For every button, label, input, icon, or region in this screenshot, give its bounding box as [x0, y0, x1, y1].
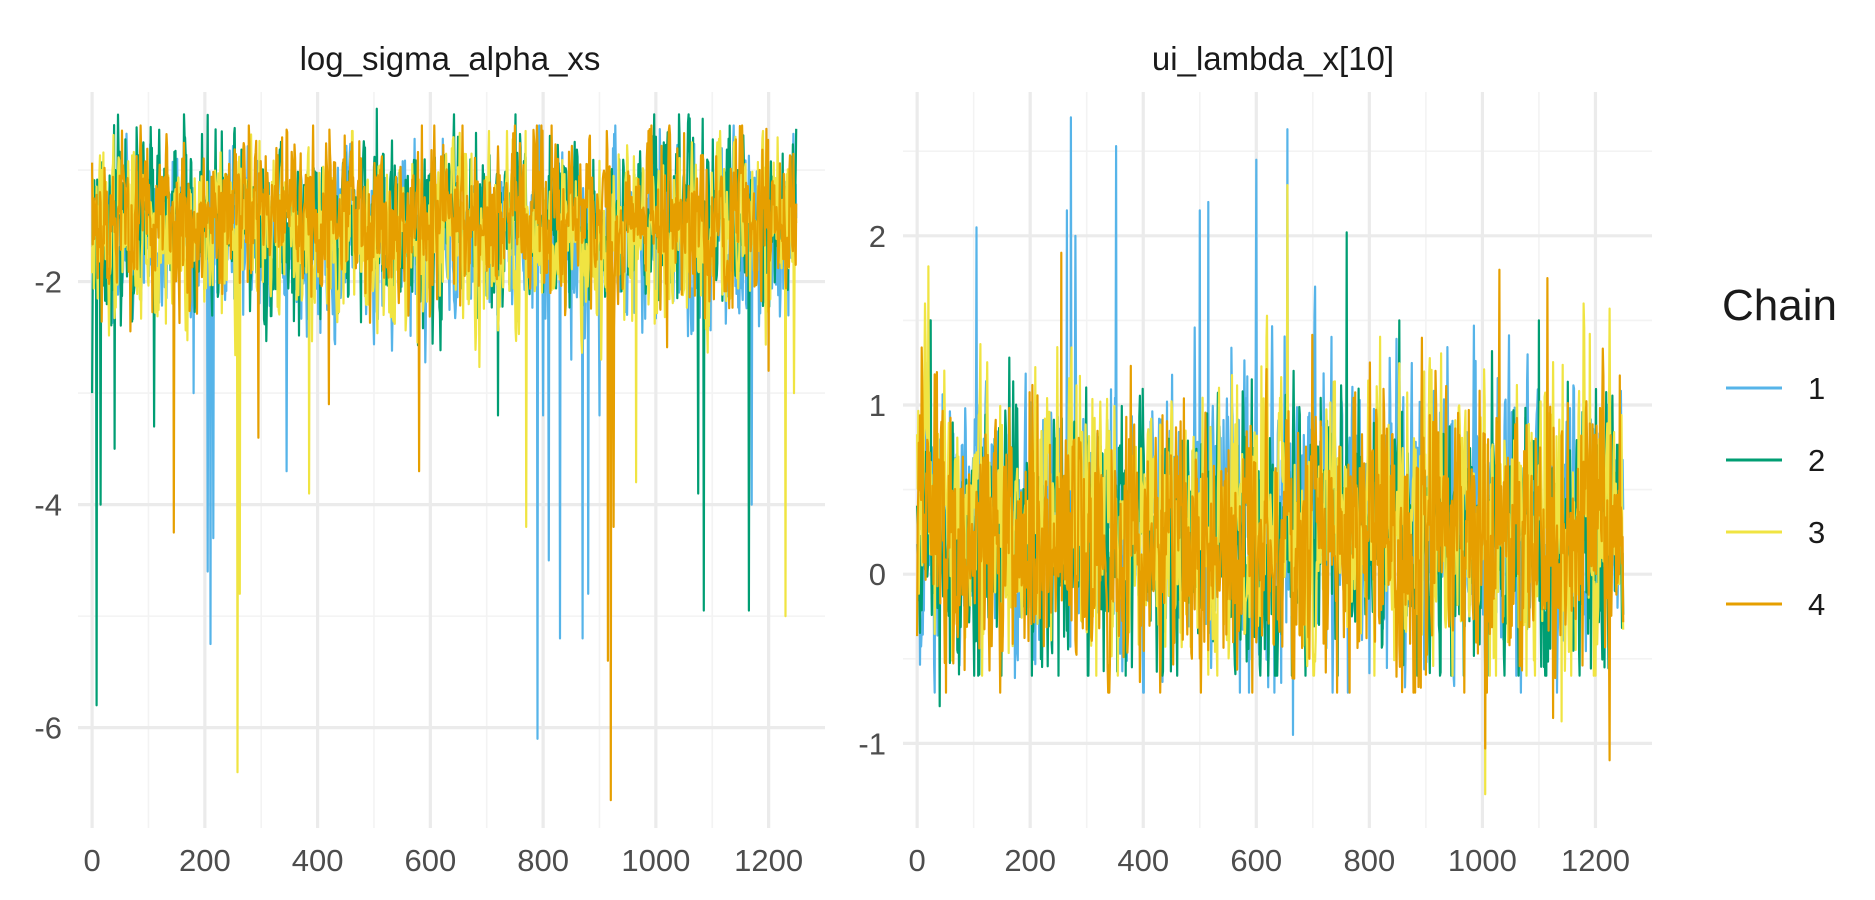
series-line-chain-4: [91, 124, 798, 802]
legend-label: 2: [1808, 443, 1825, 478]
y-tick-label: 2: [869, 219, 886, 254]
x-tick-label: 800: [517, 843, 569, 878]
legend-item: 1: [1726, 371, 1825, 406]
x-tick-label: 400: [292, 843, 344, 878]
x-tick-label: 1200: [734, 843, 803, 878]
y-tick-label: 0: [869, 557, 886, 592]
series-line-chain-4: [916, 251, 1625, 762]
panel-log-sigma-alpha-xs: log_sigma_alpha_xs 0 200 400 600 800 1000 1200…: [34, 40, 825, 878]
x-tick-label: 0: [83, 843, 100, 878]
x-tick-label: 600: [1230, 843, 1282, 878]
legend-item: 2: [1726, 443, 1825, 478]
legend-items: 1 2 3 4: [1726, 371, 1825, 622]
legend-label: 1: [1808, 371, 1825, 406]
panel-title-right: ui_lambda_x[10]: [1152, 40, 1394, 77]
legend-label: 4: [1808, 587, 1825, 622]
y-tick-label: 1: [869, 388, 886, 423]
legend: Chain 1 2 3 4: [1722, 281, 1837, 622]
x-tick-label: 400: [1117, 843, 1169, 878]
legend-item: 3: [1726, 515, 1825, 550]
panel-title-left: log_sigma_alpha_xs: [300, 40, 601, 77]
y-tick-label: -2: [34, 265, 62, 300]
x-tick-label: 600: [404, 843, 456, 878]
x-tick-label: 800: [1343, 843, 1395, 878]
x-tick-label: 1200: [1561, 843, 1630, 878]
legend-item: 4: [1726, 587, 1825, 622]
legend-title: Chain: [1722, 281, 1837, 330]
y-tick-label: -4: [34, 488, 62, 523]
y-tick-label: -1: [858, 726, 886, 761]
legend-label: 3: [1808, 515, 1825, 550]
panel-ui-lambda-x-10: ui_lambda_x[10] 0 200 400 600 800 1000 1200 -1 0…: [858, 40, 1652, 878]
series-group: [916, 116, 1625, 796]
x-tick-label: 200: [179, 843, 231, 878]
x-tick-label: 1000: [621, 843, 690, 878]
y-tick-label: -6: [34, 711, 62, 746]
x-tick-label: 0: [909, 843, 926, 878]
x-tick-label: 1000: [1448, 843, 1517, 878]
x-tick-label: 200: [1004, 843, 1056, 878]
series-group: [91, 107, 798, 802]
